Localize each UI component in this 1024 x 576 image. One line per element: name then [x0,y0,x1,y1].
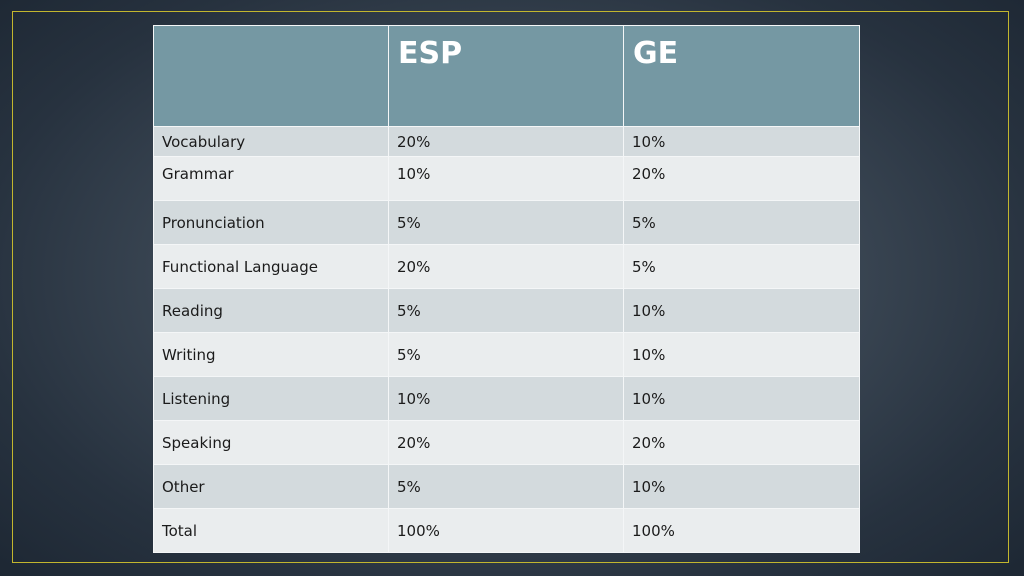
ge-value-cell: 10% [623,464,860,509]
table-row: Listening 10% 10% [153,376,860,421]
table-row: Pronunciation 5% 5% [153,200,860,245]
category-cell: Total [153,508,389,553]
ge-value-cell: 20% [623,420,860,465]
ge-value-cell: 10% [623,332,860,377]
header-cell-ge: GE [623,25,860,127]
esp-value-cell: 100% [388,508,624,553]
category-cell: Grammar [153,156,389,201]
esp-value-cell: 5% [388,288,624,333]
ge-value-cell: 10% [623,288,860,333]
esp-value-cell: 5% [388,464,624,509]
table-header-row: ESP GE [153,25,860,127]
esp-value-cell: 10% [388,376,624,421]
ge-value-cell: 100% [623,508,860,553]
table-row: Grammar 10% 20% [153,156,860,201]
category-cell: Reading [153,288,389,333]
table-row: Vocabulary 20% 10% [153,126,860,157]
category-cell: Other [153,464,389,509]
ge-value-cell: 5% [623,200,860,245]
table-row: Reading 5% 10% [153,288,860,333]
esp-value-cell: 20% [388,244,624,289]
category-cell: Vocabulary [153,126,389,157]
ge-value-cell: 5% [623,244,860,289]
table-row: Functional Language 20% 5% [153,244,860,289]
ge-value-cell: 20% [623,156,860,201]
category-cell: Speaking [153,420,389,465]
esp-value-cell: 5% [388,332,624,377]
esp-value-cell: 5% [388,200,624,245]
ge-value-cell: 10% [623,126,860,157]
category-cell: Functional Language [153,244,389,289]
header-cell-empty [153,25,389,127]
category-cell: Writing [153,332,389,377]
esp-value-cell: 10% [388,156,624,201]
esp-value-cell: 20% [388,126,624,157]
ge-value-cell: 10% [623,376,860,421]
esp-value-cell: 20% [388,420,624,465]
table-row: Speaking 20% 20% [153,420,860,465]
comparison-table: ESP GE Vocabulary 20% 10% Grammar 10% 20… [153,25,860,553]
header-cell-esp: ESP [388,25,624,127]
table-row-total: Total 100% 100% [153,508,860,553]
table-row: Writing 5% 10% [153,332,860,377]
category-cell: Listening [153,376,389,421]
category-cell: Pronunciation [153,200,389,245]
table-row: Other 5% 10% [153,464,860,509]
slide-border-frame [12,11,1009,563]
